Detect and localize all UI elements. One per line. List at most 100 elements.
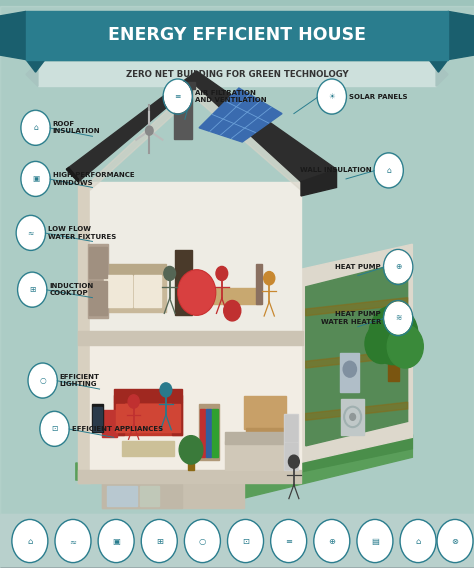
Polygon shape — [299, 244, 412, 463]
Text: ⊡: ⊡ — [242, 537, 249, 545]
Circle shape — [385, 302, 411, 334]
Text: ⊗: ⊗ — [452, 537, 458, 545]
Text: ▣: ▣ — [112, 537, 120, 545]
Bar — [174, 85, 192, 139]
Circle shape — [160, 383, 172, 397]
Bar — [199, 404, 219, 460]
Text: ZERO NET BUILDING FOR GREEN TECHNOLOGY: ZERO NET BUILDING FOR GREEN TECHNOLOGY — [126, 70, 348, 79]
Circle shape — [22, 112, 49, 144]
Bar — [90, 338, 301, 471]
Circle shape — [13, 520, 47, 561]
Bar — [188, 456, 194, 470]
Bar — [89, 247, 107, 278]
Text: ≋: ≋ — [395, 314, 401, 323]
Circle shape — [350, 414, 356, 420]
Text: ▣: ▣ — [32, 174, 39, 183]
Bar — [388, 345, 399, 381]
Bar — [285, 415, 297, 441]
Circle shape — [289, 455, 299, 468]
Bar — [104, 275, 132, 307]
Bar — [102, 483, 182, 508]
Bar — [341, 399, 364, 435]
Text: ROOF
INSULATION: ROOF INSULATION — [53, 121, 100, 135]
Circle shape — [369, 306, 418, 365]
Circle shape — [264, 272, 275, 285]
Text: ☀: ☀ — [328, 92, 335, 101]
Text: ≈: ≈ — [27, 228, 34, 237]
Bar — [211, 288, 261, 304]
Bar — [244, 396, 286, 429]
Bar — [140, 486, 159, 506]
Text: HEAT PUMP
WATER HEATER: HEAT PUMP WATER HEATER — [321, 311, 381, 325]
Bar — [200, 409, 205, 457]
Polygon shape — [301, 169, 337, 196]
Bar — [78, 182, 90, 483]
Circle shape — [99, 520, 133, 561]
Circle shape — [185, 520, 219, 561]
Bar — [122, 441, 174, 456]
Bar — [285, 443, 297, 469]
Polygon shape — [199, 88, 282, 142]
Polygon shape — [284, 435, 412, 475]
Text: HEAT PUMP: HEAT PUMP — [336, 264, 381, 270]
Circle shape — [358, 520, 392, 561]
Bar — [116, 404, 180, 432]
Text: ≈: ≈ — [70, 537, 76, 545]
Text: ⊞: ⊞ — [29, 285, 36, 294]
Circle shape — [365, 324, 398, 364]
Circle shape — [228, 520, 263, 561]
Text: INDUCTION
COOKTOP: INDUCTION COOKTOP — [49, 283, 93, 296]
Polygon shape — [436, 62, 448, 86]
Bar — [102, 410, 117, 437]
Circle shape — [19, 274, 46, 306]
Text: HIGH PERFORMANCE
WINDOWS: HIGH PERFORMANCE WINDOWS — [53, 172, 134, 186]
Polygon shape — [0, 11, 26, 60]
Circle shape — [142, 520, 176, 561]
Bar — [256, 264, 262, 304]
Circle shape — [224, 300, 241, 321]
Text: EFFICIENT APPLIANCES: EFFICIENT APPLIANCES — [72, 426, 163, 432]
Circle shape — [128, 395, 139, 408]
Circle shape — [216, 266, 228, 281]
Circle shape — [179, 436, 203, 464]
Circle shape — [146, 126, 153, 135]
Text: ⊕: ⊕ — [395, 262, 401, 272]
Bar — [114, 402, 182, 435]
Circle shape — [272, 520, 306, 561]
Text: LOW FLOW
WATER FIXTURES: LOW FLOW WATER FIXTURES — [48, 226, 116, 240]
Bar — [225, 432, 294, 444]
Circle shape — [319, 81, 345, 112]
Bar — [107, 486, 137, 506]
Circle shape — [385, 251, 411, 283]
Bar — [172, 82, 195, 89]
Bar — [212, 409, 218, 457]
Polygon shape — [306, 261, 408, 446]
Bar — [88, 244, 108, 318]
Bar — [340, 353, 359, 392]
Bar — [78, 331, 303, 345]
Bar — [284, 414, 298, 470]
Polygon shape — [448, 11, 474, 60]
Bar — [172, 395, 182, 435]
Bar — [90, 182, 301, 331]
Text: ≡: ≡ — [174, 92, 181, 101]
Circle shape — [387, 325, 423, 368]
Text: ⌂: ⌂ — [386, 166, 391, 175]
Text: ≡: ≡ — [285, 537, 292, 545]
Polygon shape — [26, 62, 38, 86]
Text: AIR FILTRATION
AND VENTILATION: AIR FILTRATION AND VENTILATION — [195, 90, 266, 103]
Text: ⊞: ⊞ — [156, 537, 163, 545]
Circle shape — [29, 365, 56, 396]
Text: ⊡: ⊡ — [51, 424, 58, 433]
Bar — [206, 409, 211, 457]
Circle shape — [164, 81, 191, 112]
Text: EFFICIENT
LIGHTING: EFFICIENT LIGHTING — [60, 374, 100, 387]
Circle shape — [401, 520, 435, 561]
Bar — [114, 395, 124, 435]
Circle shape — [178, 270, 216, 315]
Bar — [175, 250, 192, 315]
Text: ○: ○ — [199, 537, 206, 545]
Polygon shape — [26, 60, 45, 72]
Circle shape — [18, 217, 44, 249]
Polygon shape — [76, 435, 412, 500]
